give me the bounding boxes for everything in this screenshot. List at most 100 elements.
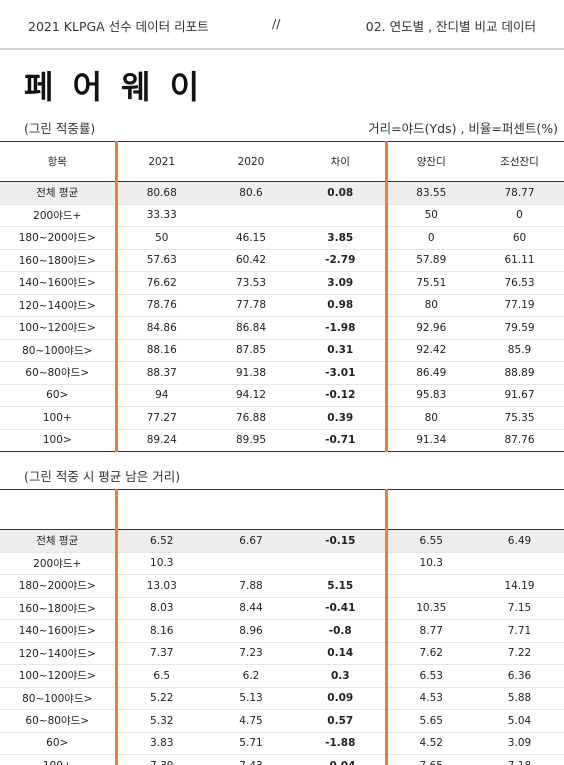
value-korean-grass: 77.19: [475, 294, 564, 317]
row-label: 200야드+: [0, 204, 116, 227]
value-2021: 76.62: [114, 271, 206, 295]
value-korean-grass: 5.88: [475, 687, 564, 710]
header-divider: [0, 48, 564, 50]
value-diff: 0.14: [296, 642, 386, 665]
value-korean-grass: 7.71: [475, 619, 564, 643]
value-korean-grass: 61.11: [475, 249, 564, 272]
value-diff: -0.15: [296, 529, 386, 553]
col-header-spacer: [384, 489, 475, 530]
value-bentgrass: 83.55: [384, 181, 475, 205]
value-bentgrass: 80: [384, 294, 475, 317]
col-header-2021: 2021: [114, 141, 206, 182]
value-2020: 6.2: [206, 664, 296, 688]
table-row: 140~160야드> 8.16 8.96 -0.8 8.77 7.71: [0, 619, 564, 643]
value-2020: 73.53: [206, 271, 296, 295]
value-korean-grass: 85.9: [475, 339, 564, 362]
row-label: 140~160야드>: [0, 619, 116, 643]
table-row: 80~100야드> 5.22 5.13 0.09 4.53 5.88: [0, 687, 564, 710]
value-2021: 50: [114, 226, 206, 250]
table-row: 100> 89.24 89.95 -0.71 91.34 87.76: [0, 429, 564, 452]
value-2021: 3.83: [114, 732, 206, 755]
value-2021: 57.63: [114, 249, 206, 272]
col-header-item: 항목: [0, 141, 116, 182]
value-diff: [296, 204, 386, 227]
col-header-spacer: [114, 489, 206, 530]
value-bentgrass: 4.53: [384, 687, 475, 710]
table-row: 100+7.397.43-0.047.657.18: [0, 754, 564, 765]
value-2020: 5.71: [206, 732, 296, 755]
value-korean-grass: 3.09: [475, 732, 564, 755]
value-diff: -0.04: [296, 754, 386, 765]
value-2021: 78.76: [114, 294, 206, 317]
value-diff: -1.98: [296, 316, 386, 340]
value-diff: 0.39: [296, 406, 386, 430]
table-row: 160~180야드> 57.63 60.42 -2.79 57.89 61.11: [0, 249, 564, 272]
value-korean-grass: 6.36: [475, 664, 564, 688]
value-diff: 0.98: [296, 294, 386, 317]
value-korean-grass: 91.67: [475, 384, 564, 407]
value-diff: -3.01: [296, 361, 386, 385]
col-header-item: [0, 489, 116, 530]
value-2021: 13.03: [114, 574, 206, 598]
value-bentgrass: 6.53: [384, 664, 475, 688]
table-row: 60~80야드> 5.32 4.75 0.57 5.65 5.04: [0, 709, 564, 733]
value-korean-grass: [475, 552, 564, 575]
value-bentgrass: 86.49: [384, 361, 475, 385]
value-diff: [296, 552, 386, 575]
value-korean-grass: 7.18: [475, 754, 564, 765]
col-header-korean-grass: 조선잔디: [475, 141, 564, 182]
value-2021: 77.27: [114, 406, 206, 430]
table-row: 100~120야드> 6.5 6.2 0.3 6.53 6.36: [0, 664, 564, 688]
value-bentgrass: 95.83: [384, 384, 475, 407]
value-korean-grass: 14.19: [475, 574, 564, 598]
value-2020: 76.88: [206, 406, 296, 430]
row-label: 100~120야드>: [0, 664, 116, 688]
value-2020: 80.6: [206, 181, 296, 205]
table-row: 140~160야드> 76.62 73.53 3.09 75.51 76.53: [0, 271, 564, 295]
value-2020: 91.38: [206, 361, 296, 385]
value-2021: 8.03: [114, 597, 206, 620]
value-2021: 5.32: [114, 709, 206, 733]
table-row: 120~140야드> 78.76 77.78 0.98 80 77.19: [0, 294, 564, 317]
col-header-spacer: [206, 489, 296, 530]
col-header-spacer: [475, 489, 564, 530]
row-label: 180~200야드>: [0, 574, 116, 598]
value-diff: -0.71: [296, 429, 386, 452]
value-bentgrass: 91.34: [384, 429, 475, 452]
value-2020: [206, 204, 296, 227]
value-2021: 7.39: [114, 754, 206, 765]
value-2020: 87.85: [206, 339, 296, 362]
value-diff: 0.08: [296, 181, 386, 205]
value-diff: -2.79: [296, 249, 386, 272]
value-bentgrass: 7.65: [384, 754, 475, 765]
green-hit-rate-table: 항목 2021 2020 차이 양잔디 조선잔디 전체 평균 80.68 80.6 0…: [0, 141, 564, 452]
value-2021: 7.37: [114, 642, 206, 665]
section1-label: (그린 적중률): [24, 121, 96, 136]
value-2021: 6.52: [114, 529, 206, 553]
value-bentgrass: 8.77: [384, 619, 475, 643]
table-row: 전체 평균 80.68 80.6 0.08 83.55 78.77: [0, 181, 564, 205]
value-korean-grass: 75.35: [475, 406, 564, 430]
table-row: 180~200야드> 13.03 7.88 5.15 14.19: [0, 574, 564, 598]
value-bentgrass: 92.42: [384, 339, 475, 362]
row-label: 80~100야드>: [0, 687, 116, 710]
table-row: 60~80야드> 88.37 91.38 -3.01 86.49 88.89: [0, 361, 564, 385]
value-2021: 84.86: [114, 316, 206, 340]
section-title: 02. 연도별 , 잔디별 비교 데이터: [365, 19, 536, 34]
value-2021: 6.5: [114, 664, 206, 688]
col-header-spacer: [296, 489, 386, 530]
value-bentgrass: 5.65: [384, 709, 475, 733]
value-diff: 0.3: [296, 664, 386, 688]
value-diff: -1.88: [296, 732, 386, 755]
row-label: 전체 평균: [0, 529, 116, 553]
value-2020: 94.12: [206, 384, 296, 407]
row-label: 80~100야드>: [0, 339, 116, 362]
table-row: 120~140야드> 7.37 7.23 0.14 7.62 7.22: [0, 642, 564, 665]
row-label: 120~140야드>: [0, 294, 116, 317]
value-bentgrass: 0: [384, 226, 475, 250]
value-2020: 4.75: [206, 709, 296, 733]
value-2021: 5.22: [114, 687, 206, 710]
table-row: 160~180야드> 8.03 8.44 -0.41 10.35 7.15: [0, 597, 564, 620]
col-header-2020: 2020: [206, 141, 296, 182]
value-2020: 7.23: [206, 642, 296, 665]
